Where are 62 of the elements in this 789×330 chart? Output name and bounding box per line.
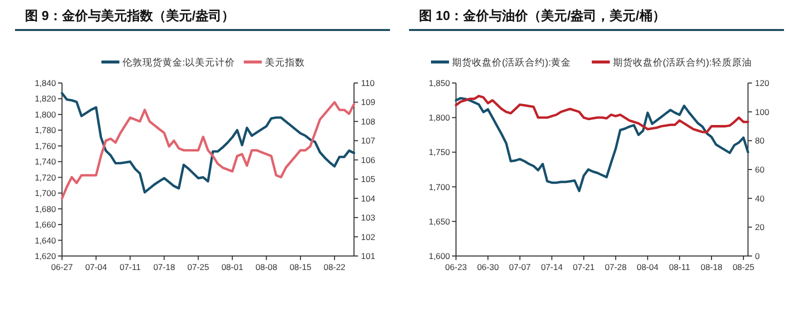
x-tick-label: 08-25 bbox=[732, 262, 755, 272]
x-tick-label: 08-22 bbox=[324, 262, 346, 272]
x-tick-label: 07-14 bbox=[540, 262, 563, 272]
x-tick-label: 07-21 bbox=[572, 262, 595, 272]
y2-tick-label: 110 bbox=[361, 78, 375, 88]
legend-label: 期货收盘价(活跃合约):黄金 bbox=[452, 56, 571, 68]
y2-tick-label: 109 bbox=[361, 97, 376, 108]
y-tick-label: 1,780 bbox=[34, 125, 56, 136]
y2-tick-label: 40 bbox=[755, 193, 765, 204]
x-tick-label: 06-30 bbox=[477, 262, 500, 272]
x-tick-label: 08-15 bbox=[290, 262, 312, 272]
legend-label: 美元指数 bbox=[264, 56, 305, 68]
x-tick-label: 07-28 bbox=[604, 262, 627, 272]
x-tick-label: 06-23 bbox=[445, 262, 468, 272]
y2-tick-label: 106 bbox=[361, 154, 376, 165]
y-tick-label: 1,820 bbox=[34, 94, 56, 104]
y-tick-label: 1,800 bbox=[428, 112, 450, 123]
y-tick-label: 1,680 bbox=[34, 204, 56, 214]
y2-tick-label: 104 bbox=[361, 193, 376, 204]
y-tick-label: 1,700 bbox=[34, 188, 56, 198]
y2-tick-label: 20 bbox=[755, 222, 765, 232]
y-tick-label: 1,760 bbox=[34, 140, 56, 151]
y2-tick-label: 108 bbox=[361, 116, 376, 126]
y-tick-label: 1,720 bbox=[34, 172, 56, 182]
y2-tick-label: 80 bbox=[755, 136, 765, 146]
legend-label: 伦敦现货黄金:以美元计价 bbox=[122, 56, 236, 68]
y2-tick-label: 120 bbox=[755, 78, 770, 88]
x-tick-label: 07-11 bbox=[120, 262, 141, 272]
x-tick-label: 08-04 bbox=[636, 262, 659, 272]
y2-tick-label: 103 bbox=[361, 212, 376, 223]
legend-label: 期货收盘价(活跃合约):轻质原油 bbox=[612, 56, 752, 68]
y-tick-label: 1,650 bbox=[428, 216, 450, 226]
chart-title: 图 9：金价与美元指数（美元/盎司） bbox=[25, 8, 234, 23]
y2-tick-label: 101 bbox=[361, 251, 376, 261]
line-series bbox=[454, 94, 750, 134]
x-tick-label: 08-08 bbox=[256, 262, 278, 272]
y-tick-label: 1,700 bbox=[428, 182, 450, 192]
y-tick-label: 1,850 bbox=[428, 78, 450, 88]
y2-tick-label: 105 bbox=[361, 174, 376, 184]
y2-tick-label: 60 bbox=[755, 164, 765, 174]
y2-tick-label: 0 bbox=[755, 251, 760, 261]
line-series bbox=[454, 97, 750, 192]
y-tick-label: 1,840 bbox=[34, 78, 56, 88]
y-tick-label: 1,660 bbox=[34, 220, 56, 230]
x-tick-label: 08-18 bbox=[700, 262, 723, 272]
x-tick-label: 08-01 bbox=[221, 262, 244, 272]
x-tick-label: 06-27 bbox=[51, 262, 74, 272]
y2-tick-label: 107 bbox=[361, 136, 376, 146]
x-tick-label: 07-07 bbox=[509, 262, 532, 272]
x-tick-label: 07-18 bbox=[153, 262, 176, 272]
y-tick-label: 1,600 bbox=[428, 251, 450, 261]
y-tick-label: 1,740 bbox=[34, 156, 56, 167]
x-tick-label: 08-11 bbox=[669, 262, 690, 272]
x-tick-label: 07-04 bbox=[85, 262, 108, 272]
y2-tick-label: 102 bbox=[361, 232, 376, 242]
y2-tick-label: 100 bbox=[755, 106, 770, 117]
y-tick-label: 1,800 bbox=[34, 109, 56, 120]
y-tick-label: 1,640 bbox=[34, 235, 56, 246]
y-tick-label: 1,750 bbox=[428, 147, 450, 158]
chart-title: 图 10：金价与油价（美元/盎司，美元/桶） bbox=[419, 8, 666, 23]
y-tick-label: 1,620 bbox=[34, 251, 56, 261]
x-tick-label: 07-25 bbox=[187, 262, 210, 272]
